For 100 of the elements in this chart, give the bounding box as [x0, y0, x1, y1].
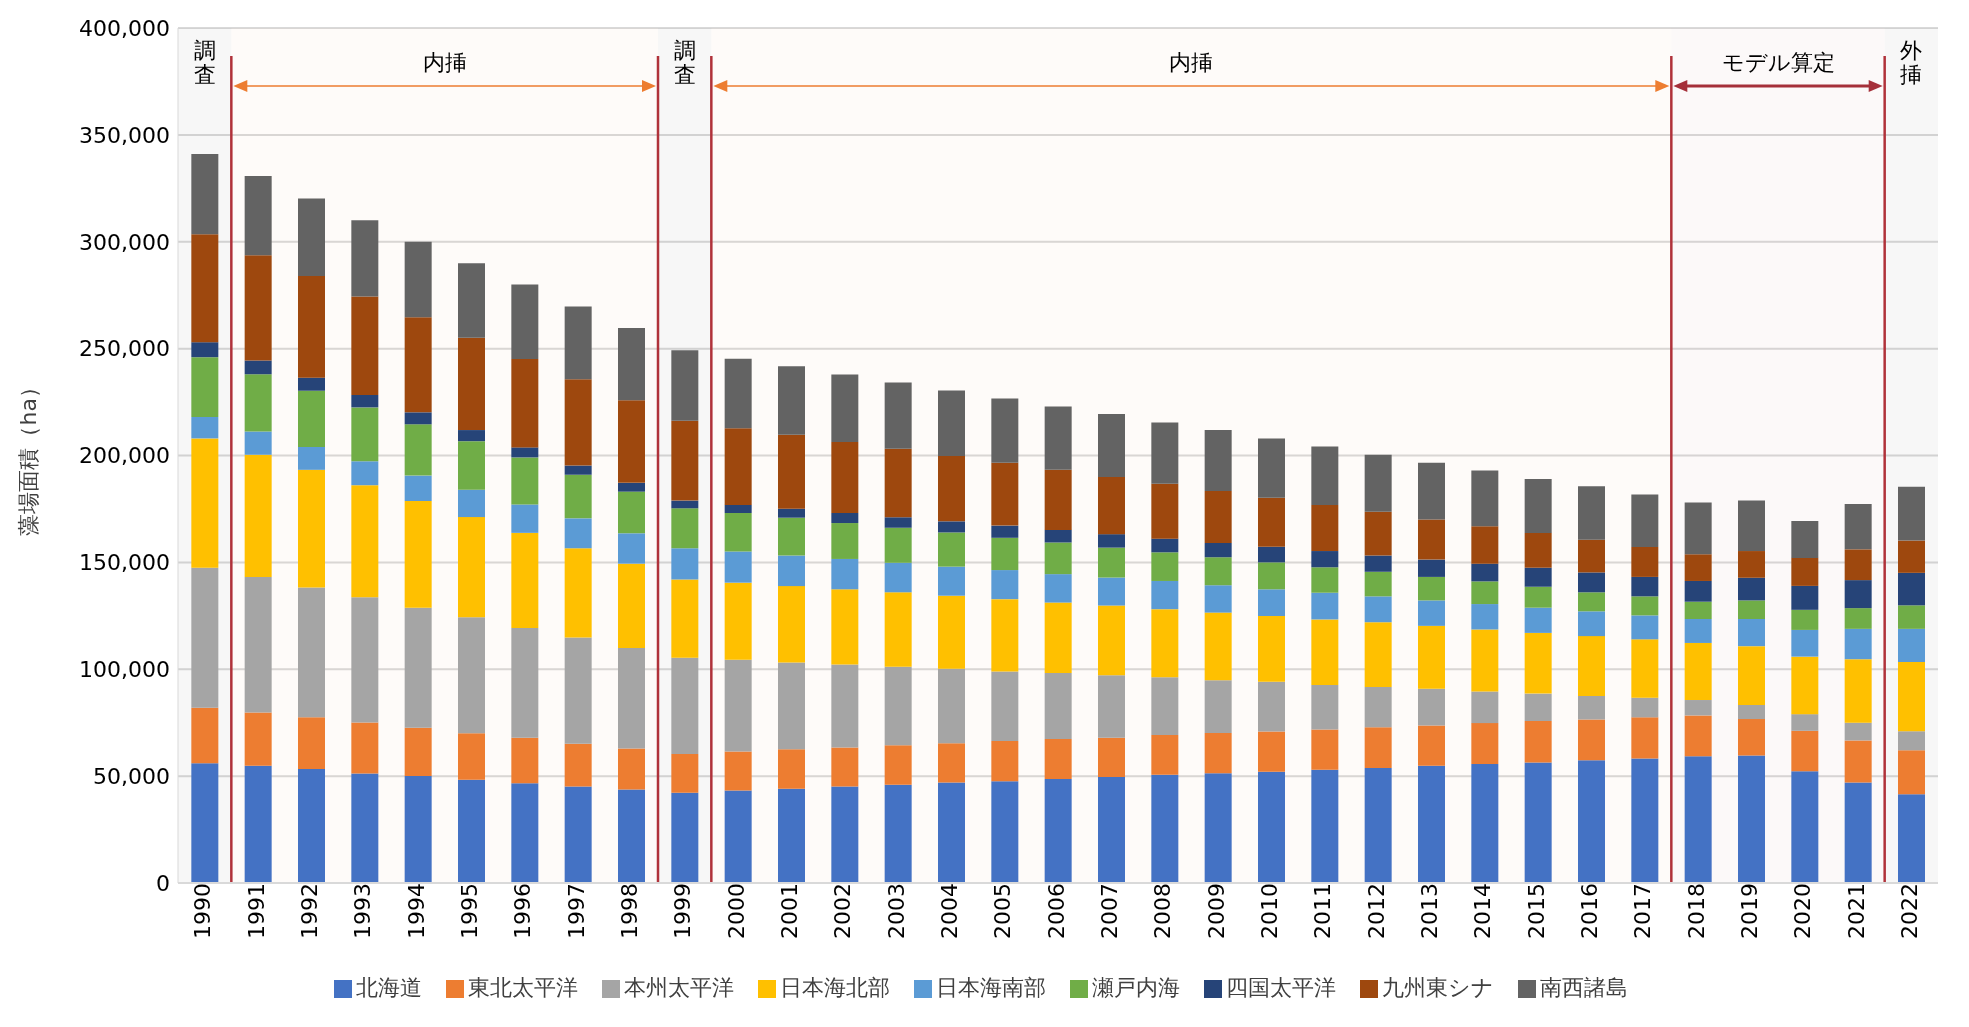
bar: [1258, 731, 1285, 772]
legend-label: 九州東シナ: [1382, 975, 1494, 1000]
bar: [724, 751, 752, 791]
bar: [1204, 430, 1232, 491]
bar: [884, 666, 912, 746]
bar: [1631, 494, 1659, 547]
x-tick-label: 2010: [1256, 883, 1282, 939]
bar: [298, 377, 325, 391]
bar: [884, 562, 912, 593]
bar: [298, 275, 325, 378]
bar: [778, 749, 805, 789]
bar: [351, 722, 379, 774]
bar: [1364, 622, 1392, 687]
bar: [1578, 486, 1605, 540]
bar: [618, 482, 645, 492]
bar: [778, 366, 805, 435]
bar: [351, 395, 379, 408]
x-tick-label: 1997: [563, 883, 589, 939]
bar: [1578, 719, 1605, 761]
x-tick-label: 1991: [243, 883, 269, 939]
bar: [458, 779, 485, 883]
bar: [1844, 740, 1872, 783]
bar: [778, 517, 805, 556]
bar: [1471, 581, 1499, 605]
bar: [1791, 609, 1819, 630]
bar: [1204, 732, 1232, 774]
bar: [938, 782, 965, 883]
bar: [1791, 629, 1819, 657]
bar: [1311, 504, 1339, 552]
bar: [1898, 628, 1925, 662]
bar: [1524, 532, 1552, 568]
bar: [1364, 768, 1392, 883]
bar: [1471, 629, 1499, 692]
bar: [1258, 771, 1285, 883]
bar: [1738, 500, 1765, 552]
bar: [404, 607, 432, 728]
bar: [1364, 686, 1392, 728]
bar: [298, 446, 325, 470]
bar: [618, 533, 645, 564]
y-tick-label: 50,000: [93, 763, 170, 789]
bar: [1684, 756, 1712, 883]
bar: [458, 489, 485, 518]
x-tick-label: 2020: [1790, 883, 1816, 939]
bar: [1311, 769, 1339, 883]
bar: [1524, 567, 1552, 587]
bar: [831, 589, 859, 665]
bar: [191, 417, 219, 439]
bar: [671, 657, 699, 754]
bar: [1524, 762, 1552, 883]
bar: [351, 773, 379, 883]
bar: [1098, 675, 1125, 738]
bar: [1738, 619, 1765, 647]
bar: [1631, 717, 1659, 759]
bar: [1311, 619, 1339, 686]
bar: [1578, 636, 1605, 696]
bar: [1738, 755, 1765, 883]
x-tick-label: 2009: [1203, 883, 1229, 939]
bar: [938, 595, 965, 669]
legend-label: 日本海南部: [936, 975, 1046, 1000]
bar: [1044, 574, 1072, 603]
bar: [1791, 714, 1819, 731]
bar: [1631, 576, 1659, 597]
band-label: 内挿: [422, 50, 467, 75]
bar: [1311, 567, 1339, 593]
bar: [404, 727, 432, 776]
bar: [1151, 422, 1179, 484]
bar: [404, 475, 432, 502]
bar: [511, 457, 539, 505]
bar: [724, 358, 752, 429]
bar: [1578, 592, 1605, 612]
bar: [1844, 722, 1872, 741]
bar: [831, 786, 859, 883]
bar: [1471, 723, 1499, 764]
bar: [564, 306, 592, 380]
bar: [671, 500, 699, 509]
bar: [458, 430, 485, 442]
bar: [1311, 729, 1339, 770]
bar: [1044, 529, 1072, 543]
bar: [458, 617, 485, 734]
bar: [938, 521, 965, 533]
bar: [1524, 479, 1552, 533]
bar: [511, 358, 539, 448]
bar: [1471, 526, 1499, 564]
bar: [1418, 765, 1445, 883]
x-tick-label: 2006: [1043, 883, 1069, 939]
band-label: 外挿: [1900, 38, 1923, 87]
bar: [938, 743, 965, 783]
bar: [298, 198, 325, 276]
bar: [1258, 546, 1285, 563]
y-tick-label: 150,000: [79, 550, 170, 576]
bar: [1844, 628, 1872, 660]
bar: [1044, 542, 1072, 575]
y-axis-title: 藻場面積（ha）: [15, 376, 41, 536]
x-tick-label: 2018: [1683, 883, 1709, 939]
bar: [1844, 504, 1872, 550]
bar: [671, 350, 699, 421]
x-tick-label: 1999: [670, 883, 696, 939]
bar: [1898, 540, 1925, 573]
bar: [1151, 538, 1179, 553]
bar: [778, 788, 805, 883]
